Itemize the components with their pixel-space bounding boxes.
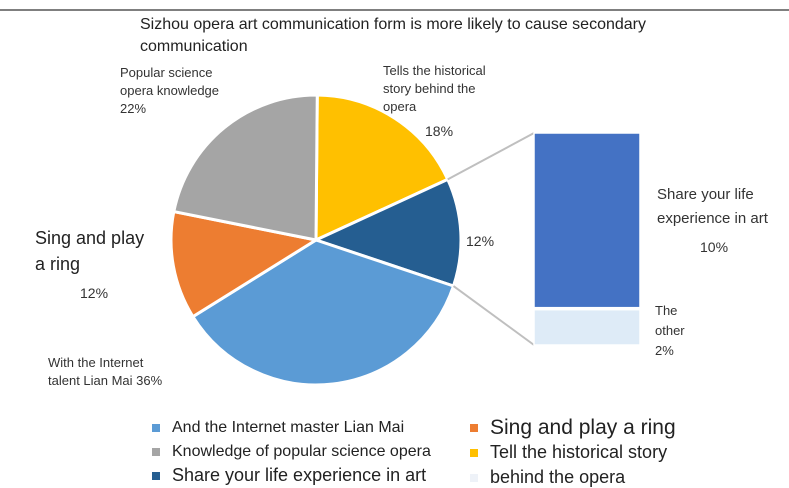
legend-label: Tell the historical story — [490, 442, 668, 462]
legend-item-popular-science: Knowledge of popular science opera — [152, 443, 431, 461]
bar-value-share-life: 10% — [700, 239, 729, 255]
legend-label: behind the opera — [490, 467, 626, 487]
pie-slice-sing-play — [169, 209, 321, 319]
legend-swatch — [470, 424, 478, 432]
bar-label-other: The other 2% — [655, 303, 685, 358]
legend-swatch — [470, 473, 478, 482]
chart-title: Sizhou opera art communication form is m… — [140, 16, 646, 55]
legend-swatch — [152, 448, 160, 456]
connector-line-top — [447, 132, 535, 181]
legend-swatch — [152, 471, 160, 480]
slice-label-popular-science: Popular science opera knowledge 22% — [120, 65, 220, 116]
pie-slice-historical-story — [314, 93, 450, 243]
legend-item-historical-story: Tell the historical story — [470, 442, 667, 463]
slice-value-sing-play: 12% — [80, 285, 109, 301]
legend-swatch — [152, 424, 160, 432]
slice-value-historical-story: 18% — [425, 123, 454, 139]
legend-label: Share your life experience in art — [172, 465, 427, 485]
legend-item-internet-master: And the Internet master Lian Mai — [152, 419, 404, 437]
legend-label: And the Internet master Lian Mai — [172, 419, 405, 436]
bar-segment-other — [533, 308, 641, 346]
legend-item-sing-play: Sing and play a ring — [470, 416, 676, 440]
legend-item-behind-opera: behind the opera — [470, 467, 625, 488]
pie-slice-popular-science — [172, 93, 319, 242]
connector-line-bottom — [452, 285, 535, 346]
legend-label: Knowledge of popular science opera — [172, 443, 431, 460]
pie-slice-share-life — [311, 177, 463, 288]
slice-label-internet-talent: With the Internet talent Lian Mai 36% — [48, 355, 163, 388]
slice-label-historical-story: Tells the historical story behind the op… — [383, 63, 486, 114]
slice-label-sing-play: Sing and play a ring — [35, 228, 145, 274]
slice-value-share-life: 12% — [466, 233, 495, 249]
bar-label-share-life: Share your life experience in art — [657, 186, 768, 227]
legend-item-share-life: Share your life experience in art — [152, 465, 426, 486]
legend-swatch — [470, 448, 478, 457]
legend-label: Sing and play a ring — [490, 416, 676, 439]
bar-segment-share-life — [533, 132, 641, 309]
